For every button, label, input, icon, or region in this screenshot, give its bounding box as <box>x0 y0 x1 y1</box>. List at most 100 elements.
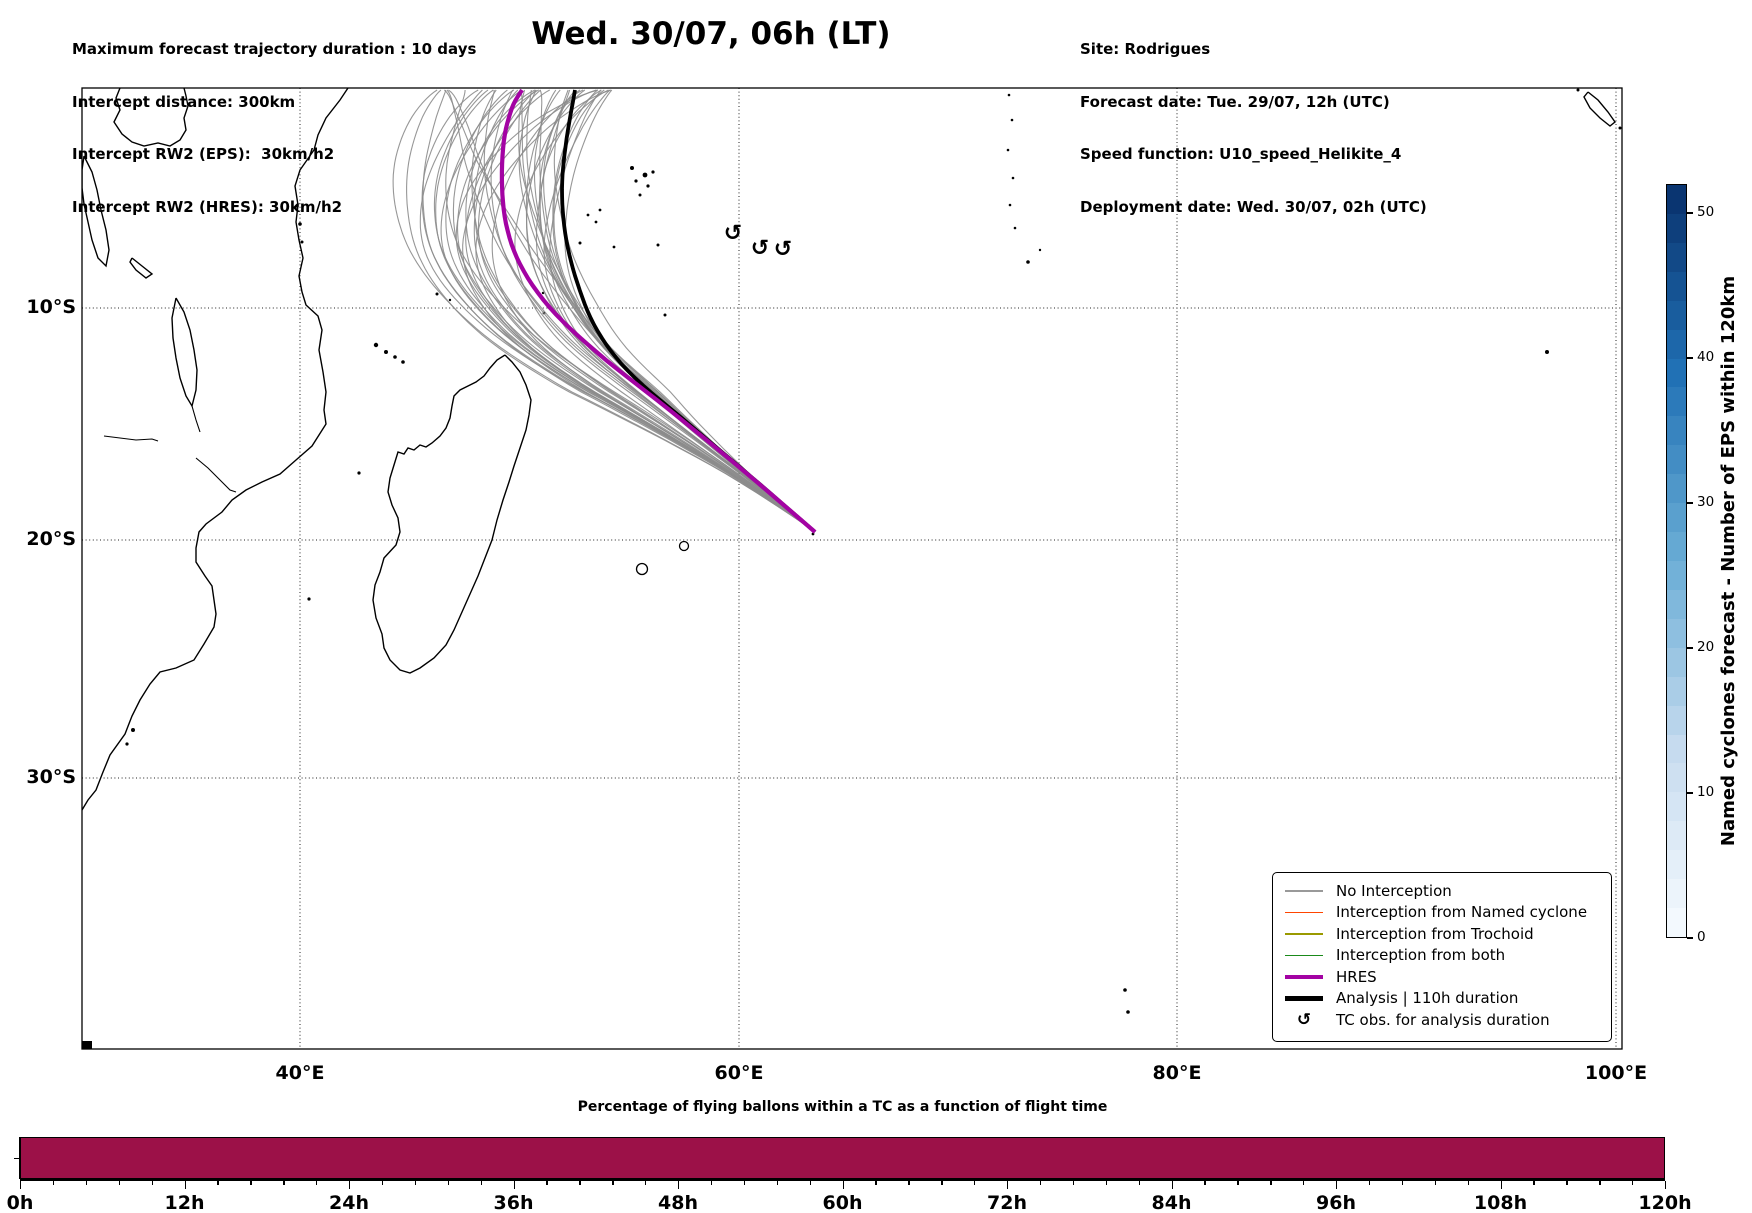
colorbar-step <box>1667 763 1686 793</box>
colorbar-step <box>1667 213 1686 243</box>
island-dot <box>1006 148 1010 152</box>
island-dot <box>1010 118 1014 122</box>
island-outline <box>678 540 690 552</box>
lon-tick-label: 60°E <box>714 1062 764 1084</box>
coastline-path <box>82 88 349 811</box>
lat-tick-label: 30°S <box>26 766 76 788</box>
colorbar-tick-label: 50 <box>1697 204 1715 220</box>
bottom-minor-tick <box>776 1180 779 1186</box>
colorbar-step <box>1667 589 1686 619</box>
legend-row: Interception from both <box>1285 945 1601 967</box>
island-dot <box>373 342 379 348</box>
colorbar-tick-label: 10 <box>1697 784 1715 800</box>
island-dot <box>393 355 397 359</box>
island-dot <box>401 360 405 364</box>
colorbar-step <box>1667 792 1686 822</box>
analysis-trajectory <box>560 89 817 534</box>
colorbar-tick <box>1687 212 1693 214</box>
colorbar-step <box>1667 734 1686 764</box>
island-dot <box>1545 350 1549 354</box>
bottom-minor-tick <box>1072 1180 1075 1186</box>
colorbar-step <box>1667 618 1686 648</box>
ensemble-trajectory <box>465 89 816 533</box>
coastline-path <box>1583 91 1616 127</box>
legend-item-label: TC obs. for analysis duration <box>1336 1010 1550 1029</box>
bottom-tick-label: 24h <box>329 1192 369 1213</box>
legend-row: Interception from Trochoid <box>1285 923 1601 945</box>
ensemble-trajectory <box>452 89 816 533</box>
ensemble-trajectory <box>514 89 816 533</box>
bottom-major-tick <box>20 1180 22 1189</box>
ensemble-trajectory <box>533 89 816 533</box>
bottom-major-tick <box>184 1180 186 1189</box>
legend-row: No Interception <box>1285 880 1601 902</box>
bottom-minor-tick <box>217 1180 219 1186</box>
ensemble-trajectory <box>526 89 816 533</box>
map-legend: No Interception Interception from Named c… <box>1272 872 1612 1042</box>
bottom-minor-tick <box>52 1180 55 1186</box>
bottom-major-tick <box>1336 1180 1338 1189</box>
bottom-minor-tick <box>743 1180 746 1186</box>
coastline-path <box>372 354 532 674</box>
colorbar-label: Named cyclones forecast - Number of EPS … <box>1718 275 1739 847</box>
colorbar-tick-label: 20 <box>1697 639 1715 655</box>
bottom-tick-label: 120h <box>1638 1192 1692 1213</box>
bottom-minor-tick <box>1434 1180 1437 1186</box>
island-dot <box>642 172 648 178</box>
map-frame <box>81 87 1623 1050</box>
ensemble-trajectory <box>473 89 816 533</box>
ensemble-trajectory <box>392 89 816 533</box>
bottom-major-tick <box>1171 1180 1173 1189</box>
bottom-minor-tick <box>1566 1180 1568 1186</box>
coastline-path <box>82 155 110 268</box>
bottom-minor-tick <box>579 1180 581 1186</box>
ensemble-trajectory <box>477 89 816 533</box>
coastline-path <box>129 257 154 279</box>
bottom-chart-bar <box>20 1137 1665 1179</box>
bottom-minor-tick <box>809 1180 811 1186</box>
header-left-line: Intercept RW2 (HRES): 30km/h2 <box>72 197 343 216</box>
bottom-minor-tick <box>1105 1180 1108 1186</box>
colorbar-step <box>1667 705 1686 735</box>
tc-symbols: ↺↺ ↺ <box>724 221 792 262</box>
bottom-major-tick <box>1665 1180 1667 1189</box>
bottom-tick-label: 48h <box>658 1192 698 1213</box>
bottom-minor-tick <box>1039 1180 1042 1186</box>
island-dot <box>578 241 582 245</box>
island-dot <box>594 220 598 224</box>
legend-item-label: Interception from Trochoid <box>1336 924 1534 943</box>
tc-cyclone-icon: ↺ <box>724 221 742 246</box>
header-right-line: Deployment date: Wed. 30/07, 02h (UTC) <box>1080 197 1427 216</box>
island-dot <box>448 298 452 302</box>
header-right-line: Site: Rodrigues <box>1080 40 1211 58</box>
colorbar-step <box>1667 242 1686 272</box>
colorbar-tick <box>1687 647 1693 649</box>
legend-row: HRES <box>1285 966 1601 988</box>
island-dot <box>1038 248 1042 252</box>
bottom-minor-tick <box>316 1180 318 1186</box>
legend-row: Interception from Named cyclone <box>1285 902 1601 924</box>
tc-cyclone-icon: ↺ <box>774 237 792 262</box>
header-left-line: Intercept distance: 300km <box>72 92 296 111</box>
island-dot <box>612 245 616 249</box>
bottom-tick-label: 108h <box>1473 1192 1528 1213</box>
ensemble-trajectory <box>455 89 816 533</box>
colorbar-step <box>1667 560 1686 590</box>
bottom-tick-label: 0h <box>6 1192 34 1213</box>
header-left-block: Maximum forecast trajectory duration : 1… <box>72 6 476 251</box>
ensemble-trajectory <box>564 89 816 533</box>
bottom-minor-tick <box>1401 1180 1404 1186</box>
bottom-tick-label: 12h <box>164 1192 205 1213</box>
bottom-minor-tick <box>151 1180 153 1186</box>
bottom-minor-tick <box>1368 1180 1371 1186</box>
bottom-minor-tick <box>1467 1180 1469 1186</box>
island-dot <box>1126 1010 1130 1014</box>
island-dot <box>1123 988 1127 992</box>
colorbar-tick-label: 0 <box>1697 929 1706 945</box>
bottom-tick-label: 60h <box>822 1192 863 1213</box>
island-dot <box>541 291 545 295</box>
island-dots <box>125 88 1622 1014</box>
ensemble-trajectory <box>538 89 816 533</box>
colorbar-step <box>1667 821 1686 851</box>
